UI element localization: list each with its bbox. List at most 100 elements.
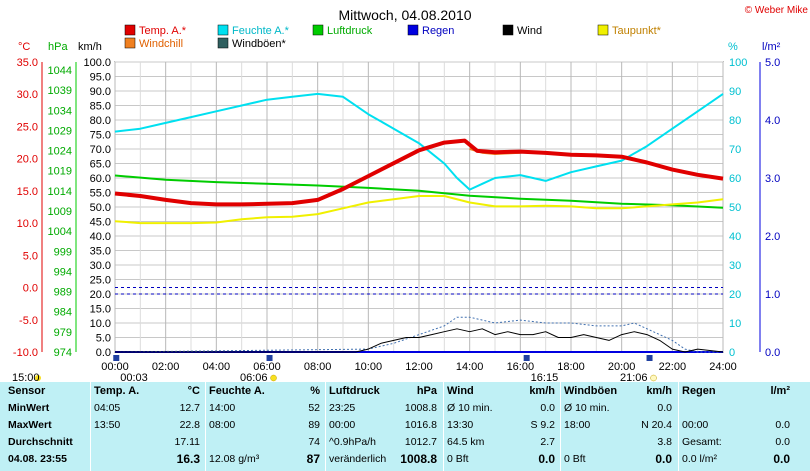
legend-swatch <box>217 24 229 36</box>
table-cell-press-value: 1008.8 <box>400 452 437 466</box>
hpa-tick-label: 1034 <box>48 105 72 117</box>
table-cell-gust-time: 0 Bft <box>564 453 586 465</box>
table-header-unit-gust: km/h <box>646 385 672 397</box>
legend-swatch <box>124 24 136 36</box>
percent-tick-label: 100 <box>729 57 747 69</box>
kmh-tick-label: 5.0 <box>96 333 111 345</box>
summary-table: Sensor Temp. A. °C Feuchte A.% Luftdruck hPa W… <box>0 382 810 471</box>
percent-tick-label: 50 <box>729 202 741 214</box>
table-cell-wind-time: Ø 10 min. <box>447 402 493 414</box>
table-cell-wind-value: 0.0 <box>538 452 555 466</box>
x-tick-label: 04:00 <box>203 361 231 373</box>
kmh-tick-label: 45.0 <box>90 217 111 229</box>
table-header-unit-rain: l/m² <box>770 385 790 397</box>
table-header-gust: Windböen <box>564 385 618 397</box>
table-cell-hum-value: 87 <box>306 452 320 466</box>
celsius-tick-label: 20.0 <box>17 154 38 166</box>
legend: Temp. A.* Feuchte A.* Luftdruck Regen Wind Ta… <box>124 24 662 50</box>
percent-tick-label: 0 <box>729 347 735 359</box>
hpa-tick-label: 979 <box>54 327 72 339</box>
x-tick-label: 22:00 <box>659 361 687 373</box>
kmh-unit: km/h <box>78 41 102 53</box>
kmh-tick-label: 95.0 <box>90 72 111 84</box>
hpa-tick-label: 989 <box>54 287 72 299</box>
table-row-label: MaxWert <box>8 419 52 431</box>
table-cell-press-value: 1012.7 <box>404 436 437 448</box>
hpa-tick-label: 1044 <box>48 65 72 77</box>
table-cell-press-time: ^0.9hPa/h <box>329 436 376 448</box>
x-tick-label: 10:00 <box>355 361 383 373</box>
percent-tick-label: 30 <box>729 260 741 272</box>
table-cell-gust-time: Ø 10 min. <box>564 402 610 414</box>
kmh-tick-label: 100.0 <box>83 57 111 69</box>
table-cell-rain-value: 0.0 <box>775 436 790 448</box>
table-cell-temp-value: 17.11 <box>174 436 201 448</box>
hpa-tick-label: 999 <box>54 246 72 258</box>
sun-event-time: 16:15 <box>531 372 559 382</box>
percent-tick-label: 20 <box>729 289 741 301</box>
legend-label: Feuchte A.* <box>232 25 290 37</box>
table-separator <box>560 382 561 471</box>
table-cell-gust-value: N 20.4 <box>641 419 672 431</box>
legend-label: Taupunkt* <box>612 25 662 37</box>
kmh-tick-label: 20.0 <box>90 289 111 301</box>
x-tick-label: 06:00 <box>253 361 281 373</box>
table-separator <box>205 382 206 471</box>
legend-label: Windchill <box>139 38 183 50</box>
percent-tick-label: 40 <box>729 231 741 243</box>
series-line-temp-a <box>114 138 724 207</box>
series-line-windb-en <box>114 316 723 353</box>
hpa-tick-label: 1004 <box>48 226 72 238</box>
sun-event-time: 21:06 <box>620 372 648 382</box>
celsius-tick-label: 5.0 <box>23 250 38 262</box>
sun-event-dot <box>270 374 277 382</box>
lm2-tick-label: 5.0 <box>765 57 780 69</box>
hpa-tick-label: 984 <box>54 307 72 319</box>
percent-tick-label: 60 <box>729 173 741 185</box>
celsius-tick-label: 0.0 <box>23 283 38 295</box>
table-cell-press-time: 00:00 <box>329 419 356 431</box>
celsius-tick-label: 25.0 <box>17 121 38 133</box>
celsius-unit: °C <box>18 41 30 53</box>
lm2-tick-label: 3.0 <box>765 173 780 185</box>
hpa-tick-label: 1014 <box>48 186 72 198</box>
table-cell-hum-value: 74 <box>308 436 320 448</box>
celsius-tick-label: 30.0 <box>17 89 38 101</box>
table-header-unit-wind: km/h <box>529 385 555 397</box>
legend-label: Regen <box>422 25 454 37</box>
table-row-label: Durchschnitt <box>8 436 73 448</box>
hpa-tick-label: 1009 <box>48 206 72 218</box>
table-cell-rain-value: 0.0 <box>775 419 790 431</box>
legend-swatch <box>124 37 136 49</box>
plot-area <box>114 92 724 353</box>
table-cell-gust-value: 3.8 <box>657 436 672 448</box>
sun-event-time: 00:03 <box>120 372 148 382</box>
table-separator <box>678 382 679 471</box>
kmh-tick-label: 60.0 <box>90 173 111 185</box>
x-tick-label: 02:00 <box>152 361 180 373</box>
table-cell-temp-time: 04:05 <box>94 402 121 414</box>
table-header-unit-temp: °C <box>187 385 200 397</box>
table-cell-press-time: veränderlich <box>329 453 387 465</box>
table-cell-hum-time: 14:00 <box>209 402 236 414</box>
celsius-tick-label: -5.0 <box>19 315 38 327</box>
kmh-tick-label: 70.0 <box>90 144 111 156</box>
table-cell-rain-time: 00:00 <box>682 419 709 431</box>
kmh-tick-label: 30.0 <box>90 260 111 272</box>
table-header-temp: Temp. A. <box>94 385 140 397</box>
table-cell-press-time: 23:25 <box>329 402 356 414</box>
kmh-tick-label: 50.0 <box>90 202 111 214</box>
table-cell-hum-value: 89 <box>308 419 320 431</box>
x-tick-label: 08:00 <box>304 361 332 373</box>
table-cell-wind-value: S 9.2 <box>530 419 555 431</box>
kmh-tick-label: 80.0 <box>90 115 111 127</box>
x-tick-label: 00:00 <box>101 361 129 373</box>
kmh-tick-label: 40.0 <box>90 231 111 243</box>
series-line-taupunkt <box>114 195 724 225</box>
table-cell-press-value: 1008.8 <box>404 402 437 414</box>
celsius-tick-label: 15.0 <box>17 186 38 198</box>
lm2-tick-label: 2.0 <box>765 231 780 243</box>
kmh-tick-label: 75.0 <box>90 130 111 142</box>
kmh-tick-label: 15.0 <box>90 304 111 316</box>
kmh-tick-label: 25.0 <box>90 275 111 287</box>
